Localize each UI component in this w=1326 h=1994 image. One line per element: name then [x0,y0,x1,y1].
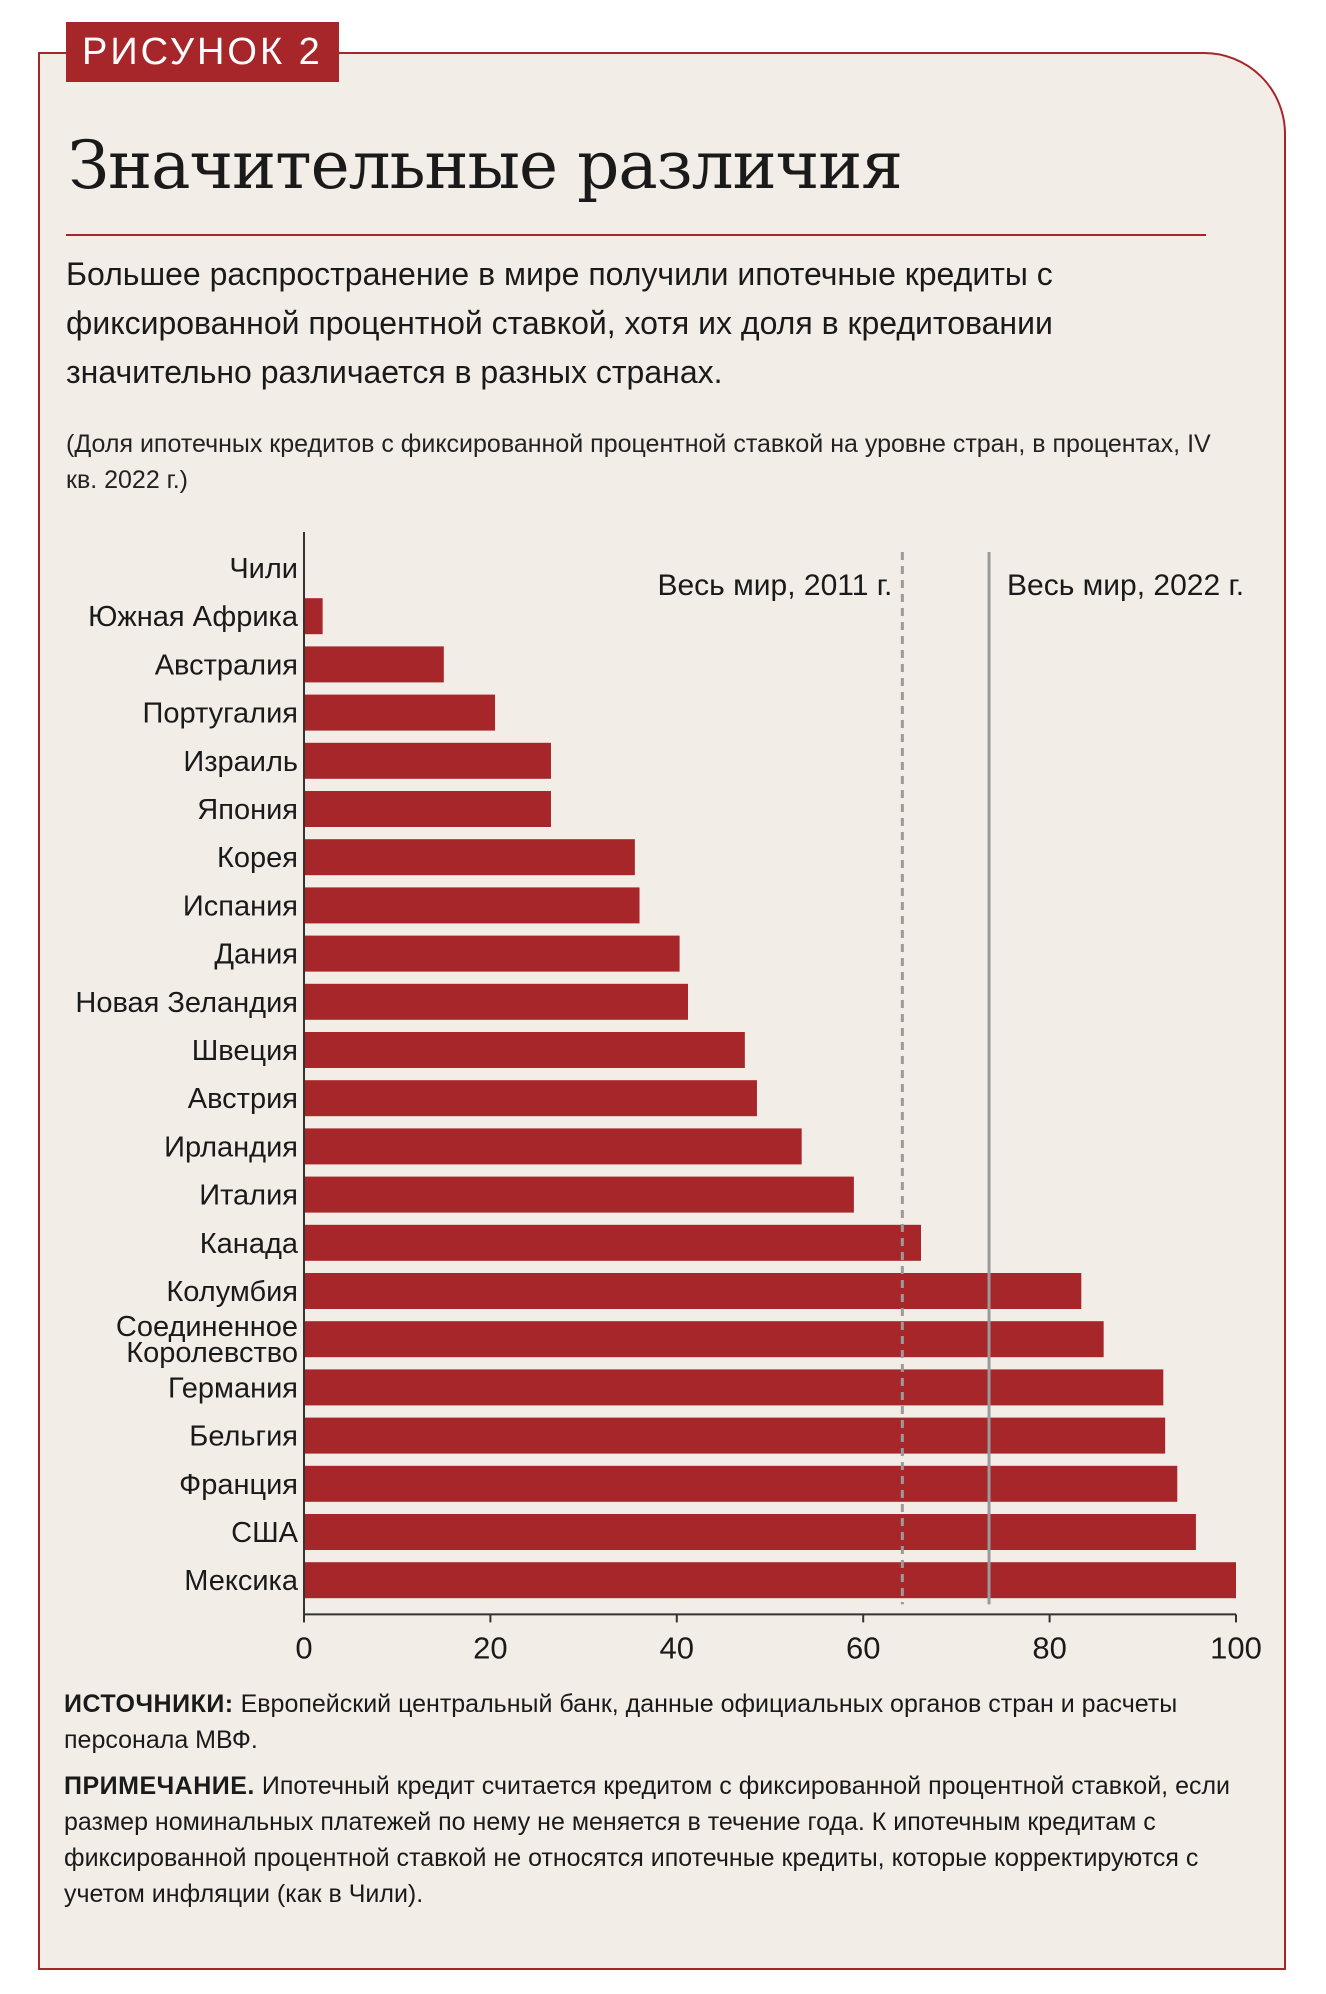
x-tick-label-0: 0 [295,1630,312,1665]
reference-label-0: Весь мир, 2011 г. [657,569,892,602]
category-label-2: Австралия [155,649,298,681]
category-label-11: Австрия [188,1083,298,1115]
bar-11 [304,1080,757,1117]
bar-14 [304,1224,921,1261]
x-tick-label-1: 20 [473,1630,507,1665]
category-label-8: Дания [214,939,298,971]
bar-18 [304,1417,1166,1454]
category-label-19: Франция [179,1469,298,1501]
category-label-5: Япония [197,794,298,826]
category-label-21: Мексика [184,1565,299,1597]
category-label-13: Италия [199,1180,298,1212]
bar-1 [304,598,323,635]
category-label-20: США [231,1517,299,1549]
reference-label-1: Весь мир, 2022 г. [1007,569,1244,602]
bar-8 [304,935,680,972]
bar-19 [304,1465,1178,1502]
x-tick-label-2: 40 [660,1630,694,1665]
x-tick-label-4: 80 [1032,1630,1066,1665]
category-label-9: Новая Зеландия [75,987,298,1019]
title-divider [66,234,1206,236]
chart-subtitle: Большее распространение в мире получили … [66,256,1053,390]
bar-12 [304,1128,802,1165]
sources-text: Европейский центральный банк, данные офи… [64,1690,1178,1754]
bar-4 [304,742,551,779]
bar-3 [304,694,496,731]
category-label-1: Южная Африка [88,601,299,633]
bar-6 [304,839,635,876]
note: ПРИМЕЧАНИЕ. Ипотечный кредит считается к… [64,1768,1274,1912]
figure-tag: РИСУНОК 2 [66,22,339,82]
chart-footer: ИСТОЧНИКИ: Европейский центральный банк,… [64,1686,1274,1922]
x-tick-label-3: 60 [846,1630,880,1665]
bar-15 [304,1273,1082,1309]
category-label-16: Соединенное Королевство [116,1311,298,1369]
category-label-15: Колумбия [166,1276,298,1308]
x-tick-label-5: 100 [1210,1630,1262,1665]
bar-13 [304,1176,854,1213]
bar-10 [304,1032,745,1068]
note-label: ПРИМЕЧАНИЕ. [64,1772,255,1800]
bar-17 [304,1369,1164,1406]
category-label-17: Германия [168,1372,298,1404]
bar-9 [304,983,688,1020]
category-label-6: Корея [217,842,298,874]
bar-2 [304,646,444,683]
bar-5 [304,791,551,827]
category-label-0: Чили [229,553,298,585]
category-label-3: Португалия [143,698,298,730]
bar-20 [304,1514,1196,1550]
note-text: Ипотечный кредит считается кредитом с фи… [64,1772,1231,1908]
chart-title: Значительные различия [68,127,903,204]
sources-label: ИСТОЧНИКИ: [64,1690,234,1718]
category-label-4: Израиль [183,746,298,778]
units-note: (Доля ипотечных кредитов с фиксированной… [66,430,1211,494]
category-label-18: Бельгия [189,1421,298,1453]
bar-21 [304,1562,1236,1599]
bar-7 [304,887,640,924]
category-label-14: Канада [200,1228,299,1260]
category-label-7: Испания [183,890,298,922]
sources-note: ИСТОЧНИКИ: Европейский центральный банк,… [64,1686,1274,1758]
category-label-12: Ирландия [164,1131,298,1163]
category-label-10: Швеция [192,1035,298,1067]
bar-16 [304,1321,1104,1358]
